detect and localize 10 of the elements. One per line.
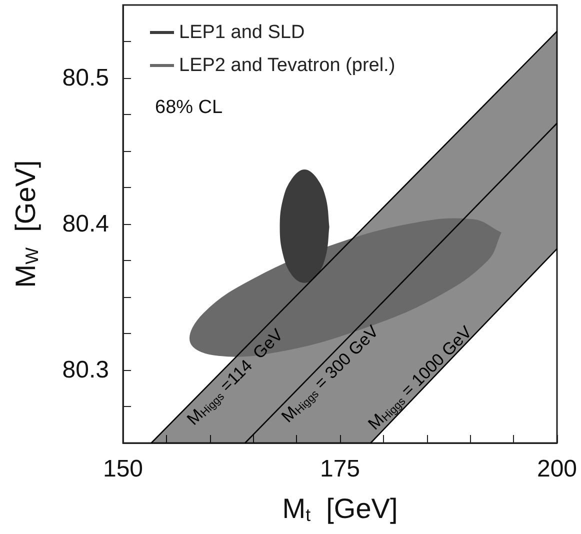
x-tick-label: 150 — [102, 456, 144, 482]
x-tick-label: 175 — [320, 456, 360, 482]
y-axis-title: MW [GeV] — [10, 160, 42, 288]
y-tick-label: 80.4 — [62, 210, 109, 238]
legend-label: LEP2 and Tevatron (prel.) — [179, 55, 396, 76]
annotation: 68% CL — [155, 97, 223, 118]
x-tick-label: 200 — [536, 456, 578, 482]
y-tick-label: 80.5 — [62, 64, 109, 92]
y-tick-label: 80.3 — [62, 356, 109, 384]
legend-label: LEP1 and SLD — [179, 22, 305, 43]
